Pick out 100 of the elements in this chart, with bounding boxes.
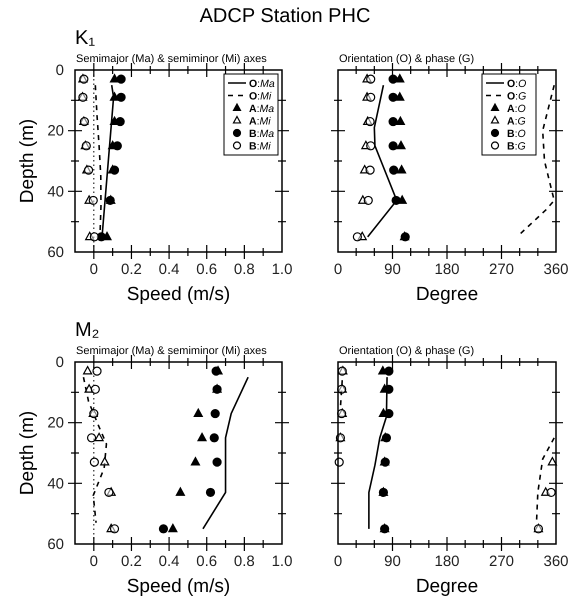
- chart-subtitle: Orientation (O) & phase (G): [339, 345, 474, 357]
- x-tick-label: 0: [334, 553, 342, 570]
- point: [352, 232, 362, 242]
- x-tick-label: 0.2: [121, 553, 142, 570]
- point: [194, 408, 203, 417]
- point: [90, 232, 99, 242]
- point: [384, 366, 394, 376]
- point: [90, 384, 100, 394]
- line-series: [202, 376, 249, 530]
- point: [395, 74, 404, 82]
- x-tick-label: 0.6: [196, 261, 218, 278]
- legend-label: B:Mi: [249, 140, 272, 152]
- point: [110, 74, 120, 82]
- y-axis-title: Depth (m): [17, 410, 38, 496]
- legend-label: B:G: [507, 140, 526, 152]
- legend-label: B:Ma: [249, 128, 274, 140]
- point: [86, 433, 96, 442]
- point: [168, 524, 178, 532]
- point: [396, 140, 406, 150]
- y-tick-label: 60: [47, 244, 64, 261]
- point: [396, 165, 406, 174]
- chart-subtitle: Semimajor (Ma) & semiminor (Mi) axes: [76, 53, 268, 65]
- legend-label: A:O: [507, 103, 526, 115]
- x-tick-label: 270: [488, 553, 514, 570]
- point: [388, 141, 398, 150]
- x-tick-label: 0.2: [121, 261, 142, 278]
- legend-label: O:Mi: [249, 90, 272, 102]
- text: K₁: [75, 27, 96, 49]
- point: [388, 74, 398, 84]
- point: [210, 433, 219, 442]
- point: [197, 432, 207, 442]
- point: [96, 232, 106, 242]
- y-axis-title: Depth (m): [17, 118, 38, 204]
- x-tick-label: 360: [543, 261, 569, 278]
- point: [92, 366, 102, 376]
- x-tick-label: 0: [90, 553, 98, 570]
- chart-subtitle: Orientation (O) & phase (G): [339, 53, 474, 65]
- x-tick-label: 180: [434, 553, 460, 570]
- point: [90, 458, 99, 467]
- x-axis-title: Degree: [416, 576, 478, 597]
- x-tick-label: 1.0: [272, 261, 292, 278]
- x-tick-label: 90: [384, 261, 401, 278]
- point: [384, 408, 394, 418]
- point: [548, 457, 557, 466]
- point: [206, 488, 216, 498]
- x-tick-label: 270: [488, 261, 514, 278]
- point: [88, 196, 98, 206]
- x-tick-label: 0.8: [234, 553, 255, 570]
- chart-title: ADCP Station PHC: [200, 5, 370, 27]
- point: [110, 524, 120, 534]
- x-tick-label: 0.6: [196, 553, 218, 570]
- x-tick-label: 0.4: [158, 553, 180, 570]
- point: [392, 196, 401, 206]
- point: [116, 74, 126, 84]
- legend-label: A:G: [507, 116, 526, 128]
- text: M₂: [75, 319, 100, 341]
- point: [546, 488, 556, 498]
- point: [100, 457, 110, 466]
- y-tick-label: 0: [56, 354, 64, 371]
- x-tick-label: 0.8: [234, 261, 255, 278]
- point: [366, 92, 376, 102]
- x-tick-label: 0: [90, 261, 98, 278]
- point: [364, 196, 373, 206]
- legend-label: A:Mi: [249, 116, 272, 128]
- legend-label: O:Ma: [249, 78, 275, 90]
- legend-label: A:Ma: [249, 103, 274, 115]
- y-tick-label: 60: [47, 536, 64, 553]
- point: [210, 408, 220, 418]
- point: [104, 488, 114, 498]
- x-axis-title: Speed (m/s): [126, 284, 230, 305]
- y-tick-label: 40: [47, 183, 64, 200]
- point: [389, 166, 398, 175]
- x-axis-title: Degree: [416, 284, 478, 305]
- x-tick-label: 90: [384, 553, 401, 570]
- legend-label: O:G: [507, 90, 526, 102]
- x-tick-label: 0.4: [158, 261, 180, 278]
- point: [190, 457, 200, 466]
- legend-label: B:O: [507, 128, 526, 140]
- legend-label: O:O: [507, 78, 526, 90]
- point: [365, 166, 375, 175]
- point: [94, 432, 104, 442]
- point: [212, 366, 221, 376]
- point: [365, 116, 375, 126]
- point: [388, 92, 398, 102]
- point: [116, 116, 125, 126]
- x-tick-label: 360: [543, 553, 569, 570]
- point: [158, 524, 168, 534]
- chart-subtitle: Semimajor (Ma) & semiminor (Mi) axes: [76, 345, 268, 357]
- x-axis-title: Speed (m/s): [126, 576, 230, 597]
- point: [396, 116, 405, 125]
- x-tick-label: 180: [434, 261, 460, 278]
- point: [212, 458, 222, 467]
- point: [366, 141, 376, 150]
- point: [116, 92, 126, 102]
- point: [366, 74, 376, 84]
- x-tick-label: 0: [334, 261, 342, 278]
- y-tick-label: 20: [47, 122, 64, 140]
- y-tick-label: 20: [47, 414, 64, 432]
- x-tick-label: 1.0: [272, 553, 292, 570]
- point: [83, 366, 92, 374]
